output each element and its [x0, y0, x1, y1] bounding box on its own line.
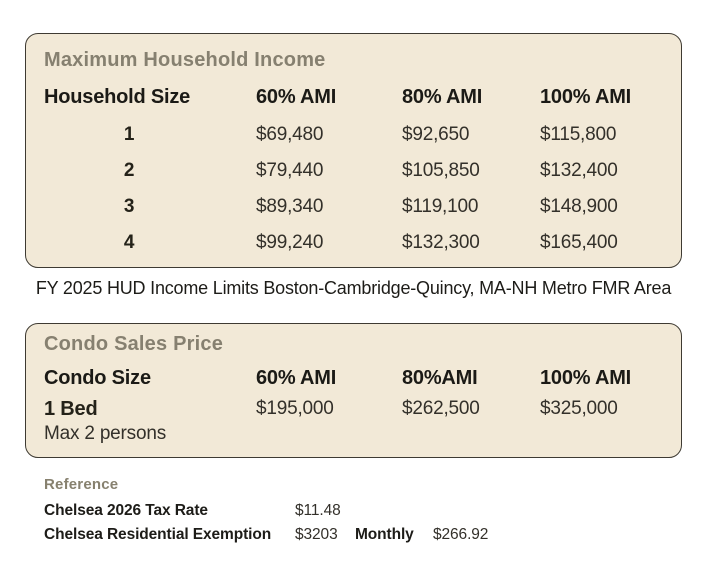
cell-60-ami: $195,000: [256, 398, 334, 419]
column-header-60-ami: 60% AMI: [256, 86, 337, 108]
condo-table-row: 1 Bed $195,000 $262,500 $325,000: [44, 398, 663, 420]
column-header-condo-size: Condo Size: [44, 367, 151, 389]
reference-heading: Reference: [44, 476, 119, 493]
condo-table-header: Condo Size 60% AMI 80%AMI 100% AMI: [44, 367, 663, 389]
income-source-caption: FY 2025 HUD Income Limits Boston-Cambrid…: [35, 278, 672, 298]
cell-100-ami: $115,800: [540, 124, 617, 145]
column-header-100-ami: 100% AMI: [540, 86, 632, 108]
cell-80-ami: $92,650: [402, 124, 470, 145]
condo-card-title: Condo Sales Price: [44, 333, 224, 355]
monthly-label: Monthly: [355, 526, 414, 543]
cell-100-ami: $325,000: [540, 398, 618, 419]
reference-row-exemption: Chelsea Residential Exemption $3203 Mont…: [44, 525, 664, 544]
cell-80-ami: $132,300: [402, 232, 480, 253]
income-limits-card: Maximum Household Income Household Size …: [25, 33, 682, 268]
cell-60-ami: $69,480: [256, 124, 324, 145]
table-row: 4 $99,240 $132,300 $165,400: [44, 225, 663, 261]
table-row: 1 $69,480 $92,650 $115,800: [44, 117, 663, 153]
income-card-title: Maximum Household Income: [44, 49, 326, 71]
cell-60-ami: $89,340: [256, 196, 324, 217]
cell-household-size: 4: [123, 232, 135, 253]
cell-100-ami: $132,400: [540, 160, 618, 181]
exemption-label: Chelsea Residential Exemption: [44, 526, 272, 543]
cell-80-ami: $119,100: [402, 196, 479, 217]
cell-80-ami: $262,500: [402, 398, 480, 419]
income-table-header: Household Size 60% AMI 80% AMI 100% AMI: [44, 86, 663, 108]
column-header-100-ami: 100% AMI: [540, 367, 632, 389]
cell-household-size: 1: [123, 124, 135, 145]
cell-80-ami: $105,850: [402, 160, 480, 181]
table-row: 2 $79,440 $105,850 $132,400: [44, 153, 663, 189]
cell-household-size: 3: [123, 196, 135, 217]
cell-60-ami: $99,240: [256, 232, 324, 253]
cell-100-ami: $165,400: [540, 232, 618, 253]
condo-occupancy-note: Max 2 persons: [44, 423, 167, 444]
column-header-80-ami: 80% AMI: [402, 86, 483, 108]
exemption-value: $3203: [295, 526, 338, 543]
column-header-60-ami: 60% AMI: [256, 367, 337, 389]
cell-100-ami: $148,900: [540, 196, 618, 217]
column-header-80-ami: 80%AMI: [402, 367, 478, 389]
table-row: 3 $89,340 $119,100 $148,900: [44, 189, 663, 225]
cell-household-size: 2: [123, 160, 135, 181]
reference-row-tax-rate: Chelsea 2026 Tax Rate $11.48: [44, 501, 664, 520]
condo-price-card: Condo Sales Price Condo Size 60% AMI 80%…: [25, 323, 682, 458]
column-header-household-size: Household Size: [44, 86, 191, 108]
cell-60-ami: $79,440: [256, 160, 324, 181]
cell-condo-size: 1 Bed: [44, 398, 98, 420]
reference-section: Reference Chelsea 2026 Tax Rate $11.48 C…: [44, 477, 664, 544]
monthly-value: $266.92: [433, 526, 489, 543]
tax-rate-label: Chelsea 2026 Tax Rate: [44, 502, 208, 519]
income-table-body: 1 $69,480 $92,650 $115,800 2 $79,440 $10…: [44, 117, 663, 261]
tax-rate-value: $11.48: [295, 502, 341, 519]
